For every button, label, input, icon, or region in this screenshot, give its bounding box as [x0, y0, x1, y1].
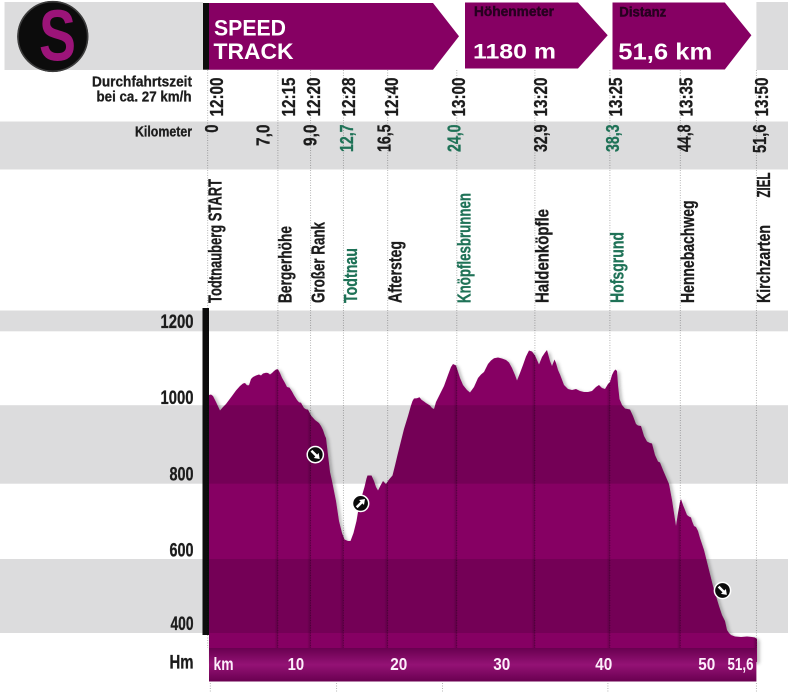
svg-text:38,3: 38,3	[603, 125, 623, 153]
svg-text:Todtnauberg START: Todtnauberg START	[206, 179, 226, 303]
svg-text:40: 40	[595, 654, 612, 674]
svg-text:ZIEL: ZIEL	[754, 172, 774, 197]
svg-text:12:28: 12:28	[339, 78, 359, 117]
svg-text:S: S	[39, 0, 76, 76]
svg-text:13:20: 13:20	[531, 78, 551, 117]
svg-text:13:50: 13:50	[752, 78, 772, 117]
svg-text:400: 400	[171, 614, 194, 635]
svg-text:1180 m: 1180 m	[473, 41, 556, 64]
svg-text:0: 0	[202, 125, 222, 133]
svg-text:Kilometer: Kilometer	[135, 124, 192, 141]
svg-text:Aftersteg: Aftersteg	[386, 241, 406, 303]
svg-text:13:00: 13:00	[449, 78, 469, 117]
svg-text:51,6 km: 51,6 km	[618, 38, 712, 64]
svg-text:9,0: 9,0	[301, 125, 321, 147]
svg-text:12,7: 12,7	[337, 125, 357, 153]
svg-text:13:25: 13:25	[606, 78, 626, 117]
svg-text:51,6: 51,6	[750, 125, 770, 154]
svg-text:Hennebachweg: Hennebachweg	[678, 201, 698, 304]
svg-text:44,8: 44,8	[675, 125, 695, 153]
svg-text:Distanz: Distanz	[619, 4, 666, 19]
svg-text:30: 30	[493, 654, 510, 674]
svg-text:Kirchzarten: Kirchzarten	[754, 225, 774, 303]
svg-text:51,6: 51,6	[728, 654, 754, 674]
svg-text:Todtnau: Todtnau	[341, 248, 361, 303]
svg-text:1000: 1000	[161, 388, 194, 409]
svg-text:Hofsgrund: Hofsgrund	[608, 232, 628, 303]
svg-text:20: 20	[390, 654, 407, 674]
svg-text:12:00: 12:00	[207, 78, 227, 117]
svg-text:50: 50	[698, 654, 715, 674]
svg-text:Durchfahrtszeit: Durchfahrtszeit	[92, 74, 192, 91]
svg-text:SPEED: SPEED	[214, 16, 286, 41]
svg-text:12:15: 12:15	[279, 78, 299, 117]
svg-text:600: 600	[170, 541, 194, 562]
svg-text:Höhenmeter: Höhenmeter	[474, 4, 555, 19]
svg-text:bei ca. 27 km/h: bei ca. 27 km/h	[97, 88, 192, 105]
svg-text:km: km	[214, 654, 234, 674]
svg-text:32,9: 32,9	[531, 125, 551, 153]
svg-text:13:35: 13:35	[677, 78, 697, 117]
svg-text:Hm: Hm	[170, 653, 194, 674]
svg-text:12:40: 12:40	[382, 78, 402, 117]
svg-text:16,5: 16,5	[375, 125, 395, 153]
svg-text:TRACK: TRACK	[214, 39, 294, 64]
svg-text:1200: 1200	[161, 312, 194, 333]
svg-text:24,0: 24,0	[445, 125, 465, 153]
svg-text:Bergerhöhe: Bergerhöhe	[276, 226, 296, 303]
svg-text:Knöpflesbrunnen: Knöpflesbrunnen	[455, 193, 475, 303]
svg-text:12:20: 12:20	[304, 78, 324, 117]
svg-text:Großer Rank: Großer Rank	[308, 221, 328, 303]
svg-text:7,0: 7,0	[254, 125, 274, 147]
svg-text:Haldenköpfle: Haldenköpfle	[533, 209, 553, 303]
svg-text:800: 800	[170, 465, 194, 486]
svg-text:10: 10	[288, 654, 305, 674]
